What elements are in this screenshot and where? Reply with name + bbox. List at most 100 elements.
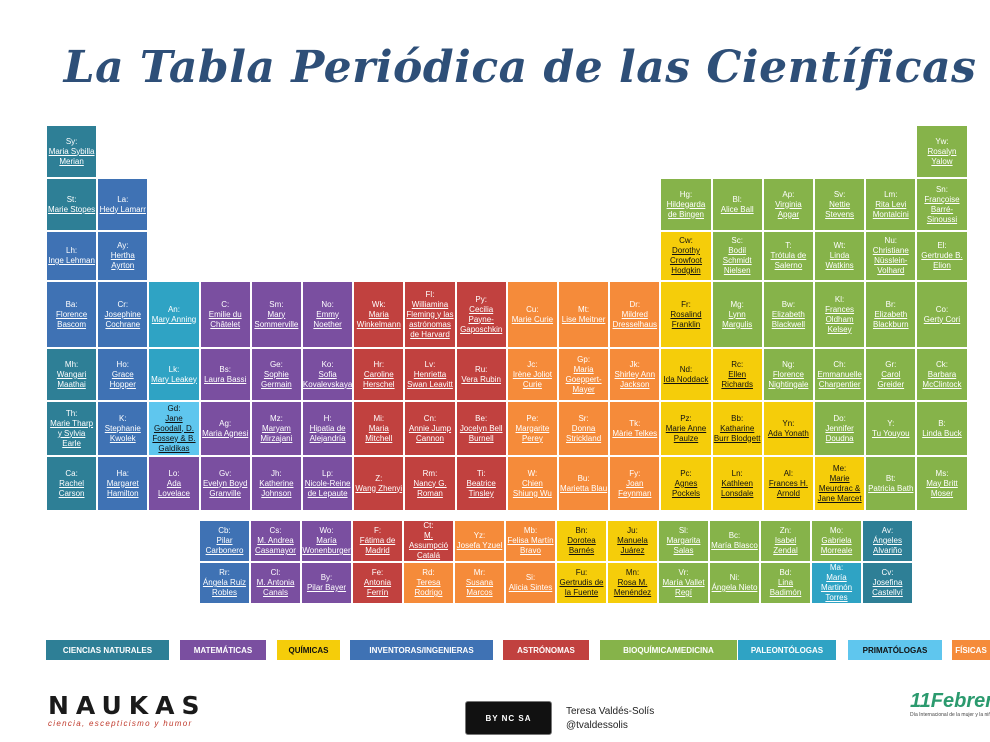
- element-cell-cr-josephine-cochrane[interactable]: Cr: Josephine Cochrane: [97, 281, 149, 348]
- scientist-name-link[interactable]: Françoise Barré-Sinoussi: [924, 194, 960, 224]
- element-cell-bu-marietta-blau[interactable]: Bu: Marietta Blau: [558, 456, 610, 511]
- element-cell-el-gertrude-b-elion[interactable]: El: Gertrude B. Elion: [916, 231, 968, 281]
- scientist-name-link[interactable]: Hipatia de Alejandría: [309, 423, 346, 443]
- element-cell-fr-rosalind-franklin[interactable]: Fr: Rosalind Franklin: [660, 281, 712, 348]
- element-cell-br-elizabeth-blackburn[interactable]: Br: Elizabeth Blackburn: [865, 281, 917, 348]
- element-cell-lh-inge-lehman[interactable]: Lh: Inge Lehman: [46, 231, 98, 281]
- scientist-name-link[interactable]: María Vallet Regí: [662, 578, 705, 597]
- element-cell-cn-annie-jump-cannon[interactable]: Cn: Annie Jump Cannon: [404, 401, 456, 456]
- scientist-name-link[interactable]: Antonia Ferrín: [363, 578, 392, 597]
- scientist-name-link[interactable]: Marie Tharp y Sylvia Earle: [50, 418, 94, 448]
- scientist-name-link[interactable]: Katharine Burr Blodgett: [713, 423, 761, 443]
- legend-matematicas[interactable]: MATEMÁTICAS: [180, 640, 266, 660]
- scientist-name-link[interactable]: Maria Winkelmann: [356, 309, 401, 329]
- element-cell-wk-maria-winkelmann[interactable]: Wk: Maria Winkelmann: [353, 281, 405, 348]
- scientist-name-link[interactable]: Chien Shiung Wu: [512, 478, 552, 498]
- scientist-name-link[interactable]: Williamina Fleming y las astrónomas de H…: [406, 299, 454, 339]
- scientist-name-link[interactable]: Grace Hopper: [109, 369, 136, 389]
- scientist-name-link[interactable]: Sophie Germain: [261, 369, 292, 389]
- scientist-name-link[interactable]: Cecilia Payne-Gaposchkin: [460, 304, 503, 334]
- scientist-name-link[interactable]: Inge Lehman: [48, 256, 95, 265]
- scientist-name-link[interactable]: Henrietta Swan Leavitt: [407, 369, 453, 389]
- element-cell-b-linda-buck[interactable]: B: Linda Buck: [916, 401, 968, 456]
- element-cell-lk-mary-leakey[interactable]: Lk: Mary Leakey: [148, 348, 200, 401]
- element-cell-la-hedy-lamarr[interactable]: La: Hedy Lamarr: [97, 178, 149, 231]
- scientist-name-link[interactable]: Lynn Margulis: [722, 309, 753, 329]
- naukas-logo[interactable]: NAUKAS ciencia, escepticismo y humor: [48, 693, 213, 729]
- element-cell-ma-maria-martinon-torres[interactable]: Ma: María Martinón Torres: [811, 562, 862, 604]
- element-cell-cs-m-andrea-casamayor[interactable]: Cs: M. Andrea Casamayor: [250, 520, 301, 562]
- scientist-name-link[interactable]: Margarite Perey: [515, 423, 550, 443]
- scientist-name-link[interactable]: M. Andrea Casamayor: [255, 536, 296, 555]
- scientist-name-link[interactable]: Josefa Yzuel: [456, 541, 503, 550]
- scientist-name-link[interactable]: Ellen Richards: [721, 369, 753, 389]
- element-cell-bc-maria-blasco[interactable]: Bc: María Blasco: [709, 520, 760, 562]
- element-cell-fe-antonia-ferrin[interactable]: Fe: Antonia Ferrín: [352, 562, 403, 604]
- element-cell-gp-maria-goeppert-mayer[interactable]: Gp: Maria Goeppert-Mayer: [558, 348, 610, 401]
- scientist-name-link[interactable]: Rosalind Franklin: [670, 309, 702, 329]
- scientist-name-link[interactable]: Gertrudis de la Fuente: [559, 578, 604, 597]
- element-cell-fu-gertrudis-de-la-fuente[interactable]: Fu: Gertrudis de la Fuente: [556, 562, 607, 604]
- element-cell-bn-dorotea-barnes[interactable]: Bn: Dorotea Barnés: [556, 520, 607, 562]
- element-cell-st-marie-stopes[interactable]: St: Marie Stopes: [46, 178, 98, 231]
- legend-quimicas[interactable]: QUÍMICAS: [277, 640, 340, 660]
- element-cell-ay-hertha-ayrton[interactable]: Ay: Hertha Ayrton: [97, 231, 149, 281]
- element-cell-lv-henrietta-swan-leavitt[interactable]: Lv: Henrietta Swan Leavitt: [404, 348, 456, 401]
- element-cell-ap-virginia-apgar[interactable]: Ap: Virginia Apgar: [762, 178, 814, 231]
- scientist-name-link[interactable]: Carol Greider: [877, 369, 905, 389]
- element-cell-ck-barbara-mcclintock[interactable]: Ck: Barbara McClintock: [916, 348, 968, 401]
- scientist-name-link[interactable]: Felisa Martín Bravo: [507, 536, 554, 555]
- element-cell-sv-nettie-stevens[interactable]: Sv: Nettie Stevens: [814, 178, 866, 231]
- scientist-name-link[interactable]: Ángela Ruiz Robles: [202, 578, 247, 597]
- element-cell-cw-dorothy-crowfoot-hodgkin[interactable]: Cw: Dorothy Crowfoot Hodgkin: [660, 231, 712, 281]
- scientist-name-link[interactable]: Nancy G. Roman: [413, 478, 447, 498]
- element-cell-lm-rita-levi-montalcini[interactable]: Lm: Rita Levi Montalcini: [865, 178, 917, 231]
- scientist-name-link[interactable]: Florence Bascom: [56, 309, 88, 329]
- element-cell-me-marie-meurdrac-jane-marcet[interactable]: Me: Marie Meurdrac & Jane Marcet: [814, 456, 866, 511]
- element-cell-yn-ada-yonath[interactable]: Yn: Ada Yonath: [762, 401, 814, 456]
- element-cell-cv-josefina-castellvi[interactable]: Cv: Josefina Castellví: [862, 562, 913, 604]
- scientist-name-link[interactable]: Rita Levi Montalcini: [872, 199, 909, 219]
- scientist-name-link[interactable]: Màrie Telkes: [612, 428, 658, 438]
- scientist-name-link[interactable]: Ada Yonath: [767, 428, 809, 438]
- element-cell-an-mary-anning[interactable]: An: Mary Anning: [148, 281, 200, 348]
- scientist-name-link[interactable]: Ángeles Alvariño: [873, 536, 902, 555]
- scientist-name-link[interactable]: Donna Strickland: [566, 423, 602, 443]
- scientist-name-link[interactable]: Virginia Apgar: [775, 199, 802, 219]
- scientist-name-link[interactable]: Pilar Carbonero: [205, 536, 244, 555]
- element-cell-bb-katharine-burr-blodgett[interactable]: Bb: Katharine Burr Blodgett: [711, 401, 763, 456]
- scientist-name-link[interactable]: Gertrude B. Elion: [921, 251, 963, 270]
- element-cell-mi-maria-mitchell[interactable]: Mi: Maria Mitchell: [353, 401, 405, 456]
- scientist-name-link[interactable]: Irène Joliot Curie: [512, 369, 552, 389]
- scientist-name-link[interactable]: Wang Zhenyi: [355, 483, 403, 493]
- scientist-name-link[interactable]: May Britt Moser: [926, 478, 958, 498]
- scientist-name-link[interactable]: Manuela Juárez: [617, 536, 648, 555]
- scientist-name-link[interactable]: Josephine Cochrane: [104, 309, 142, 329]
- element-cell-jh-katherine-johnson[interactable]: Jh: Katherine Johnson: [250, 456, 302, 511]
- element-cell-sn-francoise-barre-sinoussi[interactable]: Sn: Françoise Barré-Sinoussi: [916, 178, 968, 231]
- element-cell-yw-rosalyn-yalow[interactable]: Yw: Rosalyn Yalow: [916, 125, 968, 178]
- element-cell-pe-margarite-perey[interactable]: Pe: Margarite Perey: [506, 401, 558, 456]
- scientist-name-link[interactable]: Agnes Pockels: [671, 478, 700, 498]
- scientist-name-link[interactable]: Barbara McClintock: [922, 369, 962, 389]
- element-cell-yz-josefa-yzuel[interactable]: Yz: Josefa Yzuel: [454, 520, 505, 562]
- scientist-name-link[interactable]: Lise Meitner: [561, 314, 606, 324]
- element-cell-nu-christiane-nusslein-volhard[interactable]: Nu: Christiane Nüsslein-Volhard: [865, 231, 917, 281]
- scientist-name-link[interactable]: Maria Mitchell: [365, 423, 393, 443]
- scientist-name-link[interactable]: Trótula de Salerno: [770, 251, 807, 270]
- scientist-name-link[interactable]: Rosa M. Menéndez: [613, 578, 652, 597]
- element-cell-bd-lina-badimon[interactable]: Bd: Lina Badimón: [760, 562, 811, 604]
- element-cell-mh-wangari-maathai[interactable]: Mh: Wangari Maathai: [46, 348, 98, 401]
- scientist-name-link[interactable]: Alice Ball: [720, 204, 754, 214]
- element-cell-ko-sofia-kovalevskaya[interactable]: Ko: Sofia Kovalevskaya: [302, 348, 354, 401]
- element-cell-no-emmy-noether[interactable]: No: Emmy Noether: [302, 281, 354, 348]
- element-cell-rd-teresa-rodrigo[interactable]: Rd: Teresa Rodrigo: [403, 562, 454, 604]
- element-cell-av-angeles-alvarino[interactable]: Av: Ángeles Alvariño: [862, 520, 913, 562]
- scientist-name-link[interactable]: Florence Nightingale: [768, 369, 809, 389]
- scientist-name-link[interactable]: Maryam Mirzajani: [260, 423, 293, 443]
- scientist-name-link[interactable]: Jocelyn Bell Burnell: [459, 423, 503, 443]
- scientist-name-link[interactable]: Frances H. Arnold: [768, 478, 808, 498]
- scientist-name-link[interactable]: Gerty Cori: [923, 314, 961, 324]
- element-cell-kl-frances-oldham-kelsey[interactable]: Kl: Frances Oldham Kelsey: [814, 281, 866, 348]
- element-cell-rm-nancy-g-roman[interactable]: Rm: Nancy G. Roman: [404, 456, 456, 511]
